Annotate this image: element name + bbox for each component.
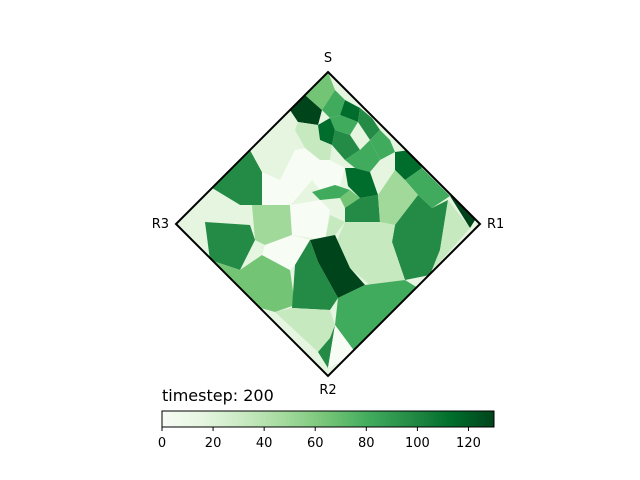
cell <box>395 150 422 180</box>
cell <box>280 148 320 200</box>
colorbar <box>161 410 495 428</box>
cell <box>340 100 360 122</box>
cell <box>205 222 255 270</box>
cell <box>310 215 345 240</box>
colorbar-tick-label: 60 <box>307 436 324 451</box>
timestep-label: timestep: 200 <box>162 386 274 405</box>
cell <box>345 168 378 198</box>
corner-label-top: S <box>324 51 332 66</box>
cell <box>392 195 448 280</box>
cell <box>322 90 345 118</box>
colorbar-tick-label: 120 <box>456 436 481 451</box>
cell <box>252 205 292 245</box>
cell <box>250 115 295 180</box>
cell <box>450 196 475 228</box>
cell <box>405 168 450 208</box>
cell <box>345 195 380 222</box>
cell <box>176 188 252 225</box>
cell <box>310 235 365 298</box>
cell <box>430 200 470 275</box>
cell <box>305 72 335 110</box>
cell <box>295 122 320 148</box>
cell <box>318 325 335 368</box>
colorbar-tick-label: 100 <box>405 436 430 451</box>
cell <box>332 130 360 160</box>
corner-label-right: R1 <box>487 217 504 232</box>
cell <box>330 115 358 135</box>
cell <box>335 280 418 352</box>
cell <box>262 235 310 270</box>
cell <box>305 140 332 160</box>
cell <box>345 140 380 172</box>
cell <box>312 160 345 190</box>
cell <box>378 170 418 225</box>
cell <box>290 200 330 240</box>
colorbar-tick-label: 0 <box>158 436 166 451</box>
colorbar-tick-label: 20 <box>205 436 222 451</box>
corner-label-bottom: R2 <box>319 383 336 398</box>
colorbar-tick-label: 80 <box>358 436 375 451</box>
cell <box>312 185 350 200</box>
diamond-cells <box>176 72 480 376</box>
cell <box>275 308 335 352</box>
corner-label-left: R3 <box>152 217 169 232</box>
cell <box>358 108 380 140</box>
colorbar-ticks: 0 20 40 60 80 100 120 <box>158 427 481 451</box>
diamond-outline <box>174 70 482 378</box>
cell <box>335 222 405 285</box>
colorbar-tick-label: 40 <box>256 436 273 451</box>
cell <box>318 118 335 145</box>
cell <box>262 172 295 205</box>
cell <box>292 240 338 310</box>
cell <box>212 150 262 205</box>
